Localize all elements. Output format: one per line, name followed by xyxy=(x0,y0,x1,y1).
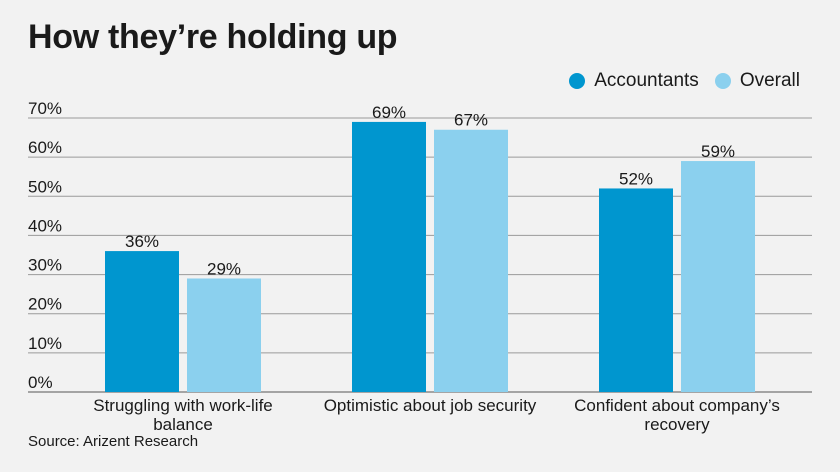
y-tick-label: 0% xyxy=(28,373,53,392)
bar-accountants xyxy=(352,121,426,393)
data-label: 69% xyxy=(372,103,406,122)
bar-accountants xyxy=(105,251,179,392)
y-tick-label: 70% xyxy=(28,99,62,118)
data-label: 29% xyxy=(207,259,241,278)
x-category-label: Optimistic about job security xyxy=(324,396,537,415)
legend-swatch xyxy=(714,73,731,89)
x-category-label: balance xyxy=(153,415,213,434)
legend-item-overall: Overall xyxy=(714,70,800,92)
legend: Accountants Overall xyxy=(553,70,800,92)
y-tick-label: 40% xyxy=(28,216,62,235)
bar-overall xyxy=(187,278,261,392)
chart-title: How they’re holding up xyxy=(28,18,398,56)
bar-overall xyxy=(681,161,755,392)
data-label: 67% xyxy=(454,111,488,130)
y-tick-label: 20% xyxy=(28,295,62,314)
legend-label: Overall xyxy=(739,70,800,91)
x-category-label: Struggling with work-life xyxy=(93,396,273,415)
y-tick-label: 50% xyxy=(28,177,62,196)
x-category-label: Confident about company’s xyxy=(574,396,780,415)
bar-accountants xyxy=(599,188,673,392)
y-tick-label: 10% xyxy=(28,334,62,353)
legend-item-accountants: Accountants xyxy=(569,70,699,92)
y-tick-label: 30% xyxy=(28,256,62,275)
y-tick-label: 60% xyxy=(28,138,62,157)
data-label: 59% xyxy=(701,142,735,161)
data-label: 36% xyxy=(125,232,159,251)
bar-overall xyxy=(434,129,508,392)
data-label: 52% xyxy=(619,169,653,188)
legend-swatch xyxy=(569,73,586,89)
source-note: Source: Arizent Research xyxy=(28,433,199,450)
legend-label: Accountants xyxy=(594,70,699,91)
x-category-label: recovery xyxy=(644,415,710,434)
